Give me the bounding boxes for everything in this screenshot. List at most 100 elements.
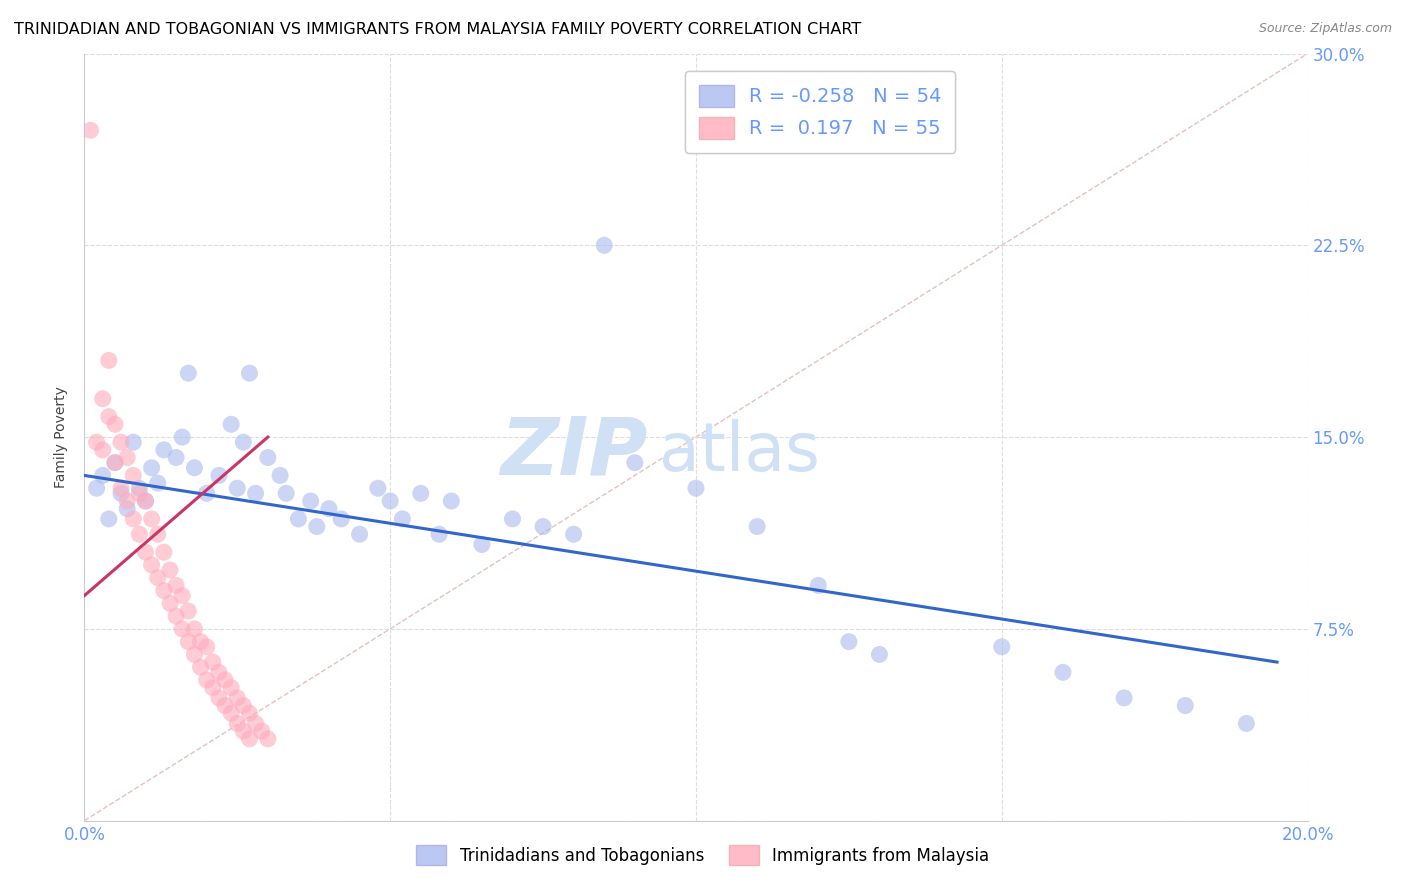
Point bbox=[110, 486, 132, 500]
Point bbox=[562, 527, 585, 541]
Point bbox=[226, 716, 249, 731]
Point bbox=[159, 596, 181, 610]
Point bbox=[135, 494, 157, 508]
Point bbox=[238, 706, 260, 721]
Point bbox=[153, 442, 176, 457]
Point bbox=[165, 609, 187, 624]
Point bbox=[153, 583, 176, 598]
Point bbox=[502, 512, 524, 526]
Point bbox=[269, 468, 291, 483]
Point bbox=[380, 494, 402, 508]
Point bbox=[86, 435, 108, 450]
Point bbox=[201, 655, 224, 669]
Point bbox=[122, 435, 145, 450]
Text: TRINIDADIAN AND TOBAGONIAN VS IMMIGRANTS FROM MALAYSIA FAMILY POVERTY CORRELATIO: TRINIDADIAN AND TOBAGONIAN VS IMMIGRANTS… bbox=[14, 22, 862, 37]
Point bbox=[593, 238, 616, 252]
Point bbox=[177, 604, 200, 618]
Point bbox=[208, 665, 231, 680]
Point bbox=[159, 563, 181, 577]
Point bbox=[238, 731, 260, 746]
Point bbox=[195, 640, 218, 654]
Legend: Trinidadians and Tobagonians, Immigrants from Malaysia: Trinidadians and Tobagonians, Immigrants… bbox=[406, 836, 1000, 875]
Point bbox=[232, 435, 254, 450]
Point bbox=[1236, 716, 1258, 731]
Point bbox=[172, 430, 194, 444]
Point bbox=[97, 409, 120, 424]
Point bbox=[177, 634, 200, 648]
Point bbox=[146, 476, 169, 491]
Point bbox=[91, 468, 114, 483]
Point bbox=[146, 527, 169, 541]
Point bbox=[110, 435, 132, 450]
Point bbox=[115, 501, 138, 516]
Point bbox=[141, 558, 163, 572]
Point bbox=[214, 698, 236, 713]
Point bbox=[232, 724, 254, 739]
Point bbox=[110, 481, 132, 495]
Point bbox=[427, 527, 450, 541]
Point bbox=[141, 460, 163, 475]
Legend: R = -0.258   N = 54, R =  0.197   N = 55: R = -0.258 N = 54, R = 0.197 N = 55 bbox=[685, 70, 955, 153]
Point bbox=[214, 673, 236, 687]
Point bbox=[122, 512, 145, 526]
Text: atlas: atlas bbox=[659, 419, 820, 485]
Point bbox=[128, 486, 150, 500]
Point bbox=[257, 450, 280, 465]
Point bbox=[141, 512, 163, 526]
Point bbox=[104, 456, 127, 470]
Point bbox=[367, 481, 389, 495]
Point bbox=[165, 578, 187, 592]
Point bbox=[190, 660, 212, 674]
Point bbox=[128, 481, 150, 495]
Point bbox=[245, 486, 267, 500]
Point bbox=[287, 512, 309, 526]
Point bbox=[91, 392, 114, 406]
Point bbox=[838, 634, 860, 648]
Point bbox=[409, 486, 432, 500]
Point bbox=[97, 512, 120, 526]
Point bbox=[219, 417, 242, 432]
Point bbox=[226, 481, 249, 495]
Point bbox=[115, 450, 138, 465]
Point bbox=[685, 481, 707, 495]
Point bbox=[991, 640, 1014, 654]
Point bbox=[195, 486, 218, 500]
Point bbox=[195, 673, 218, 687]
Point bbox=[299, 494, 322, 508]
Point bbox=[1052, 665, 1074, 680]
Point bbox=[128, 527, 150, 541]
Point bbox=[305, 519, 328, 533]
Point bbox=[135, 494, 157, 508]
Point bbox=[219, 681, 242, 695]
Point bbox=[79, 123, 101, 137]
Point bbox=[238, 366, 260, 380]
Point bbox=[232, 698, 254, 713]
Point bbox=[172, 622, 194, 636]
Text: Source: ZipAtlas.com: Source: ZipAtlas.com bbox=[1258, 22, 1392, 36]
Point bbox=[349, 527, 371, 541]
Text: ZIP: ZIP bbox=[499, 413, 647, 491]
Point bbox=[91, 442, 114, 457]
Point bbox=[1114, 690, 1136, 705]
Point bbox=[226, 690, 249, 705]
Point bbox=[177, 366, 200, 380]
Point bbox=[97, 353, 120, 368]
Point bbox=[153, 545, 176, 559]
Point bbox=[122, 468, 145, 483]
Point bbox=[208, 690, 231, 705]
Point bbox=[747, 519, 769, 533]
Point bbox=[190, 634, 212, 648]
Point bbox=[86, 481, 108, 495]
Point bbox=[183, 460, 205, 475]
Point bbox=[1174, 698, 1197, 713]
Point bbox=[318, 501, 340, 516]
Point bbox=[135, 545, 157, 559]
Point bbox=[869, 648, 891, 662]
Point bbox=[250, 724, 273, 739]
Point bbox=[624, 456, 647, 470]
Y-axis label: Family Poverty: Family Poverty bbox=[55, 386, 69, 488]
Point bbox=[330, 512, 353, 526]
Point bbox=[115, 494, 138, 508]
Point bbox=[201, 681, 224, 695]
Point bbox=[183, 622, 205, 636]
